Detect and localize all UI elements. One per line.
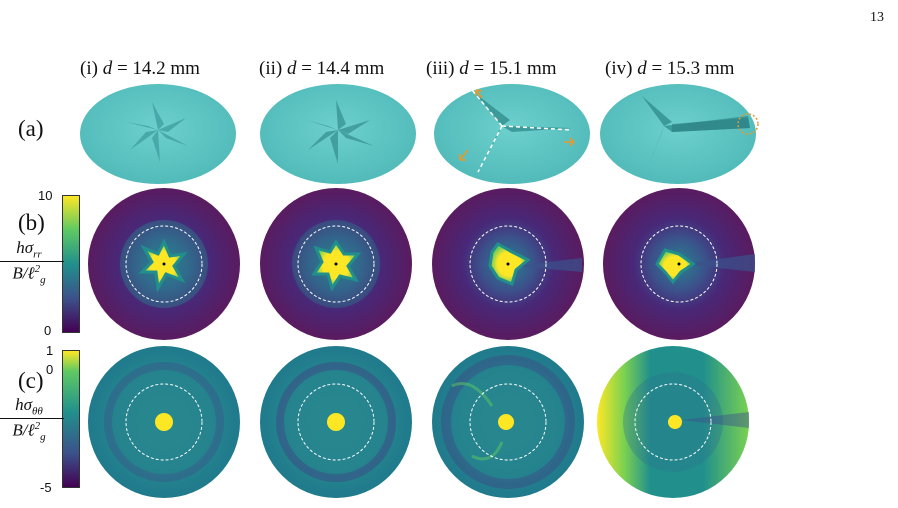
sigma-rr-map-iv (603, 188, 755, 340)
colorbar-c-label: hσθθ B/ℓ2g (0, 395, 64, 443)
colorbar-c-min-tick: -5 (40, 480, 52, 495)
sheet-render-ii (260, 84, 416, 184)
sigma-rr-map-i (88, 188, 240, 340)
colorbar-c-max-tick: 1 (46, 343, 54, 358)
sigma-rr-map-ii (260, 188, 412, 340)
colorbar-b-max-tick: 10 (38, 188, 53, 203)
sigma-rr-map-iii (432, 188, 584, 340)
row-label-c: (c) (18, 368, 44, 393)
sheet-render-iii (434, 84, 590, 184)
column-heading-iii: (iii) d = 15.1 mm (426, 58, 557, 79)
column-heading-i: (i) d = 14.2 mm (80, 58, 200, 79)
sigma-theta-map-ii (260, 346, 412, 498)
row-label-a: (a) (18, 116, 44, 141)
sigma-theta-map-i (88, 346, 240, 498)
colorbar-b (62, 195, 80, 333)
ridge-lines (471, 89, 573, 173)
column-heading-ii: (ii) d = 14.4 mm (259, 58, 385, 79)
colorbar-c (62, 350, 80, 488)
page-number: 13 (870, 10, 884, 25)
colorbar-b-label: hσrr B/ℓ2g (0, 238, 64, 286)
sheet-render-iv (600, 84, 759, 184)
colorbar-b-min-tick: 0 (44, 323, 52, 338)
sigma-theta-map-iii (432, 346, 584, 498)
tip-highlight-circle (737, 113, 759, 135)
sheet-render-i (80, 84, 236, 184)
colorbar-c-zero-tick: 0 (46, 362, 54, 377)
row-label-b: (b) (18, 210, 45, 235)
column-heading-iv: (iv) d = 15.3 mm (605, 58, 735, 79)
sigma-theta-map-iv (597, 346, 749, 498)
expansion-arrows (459, 89, 575, 161)
